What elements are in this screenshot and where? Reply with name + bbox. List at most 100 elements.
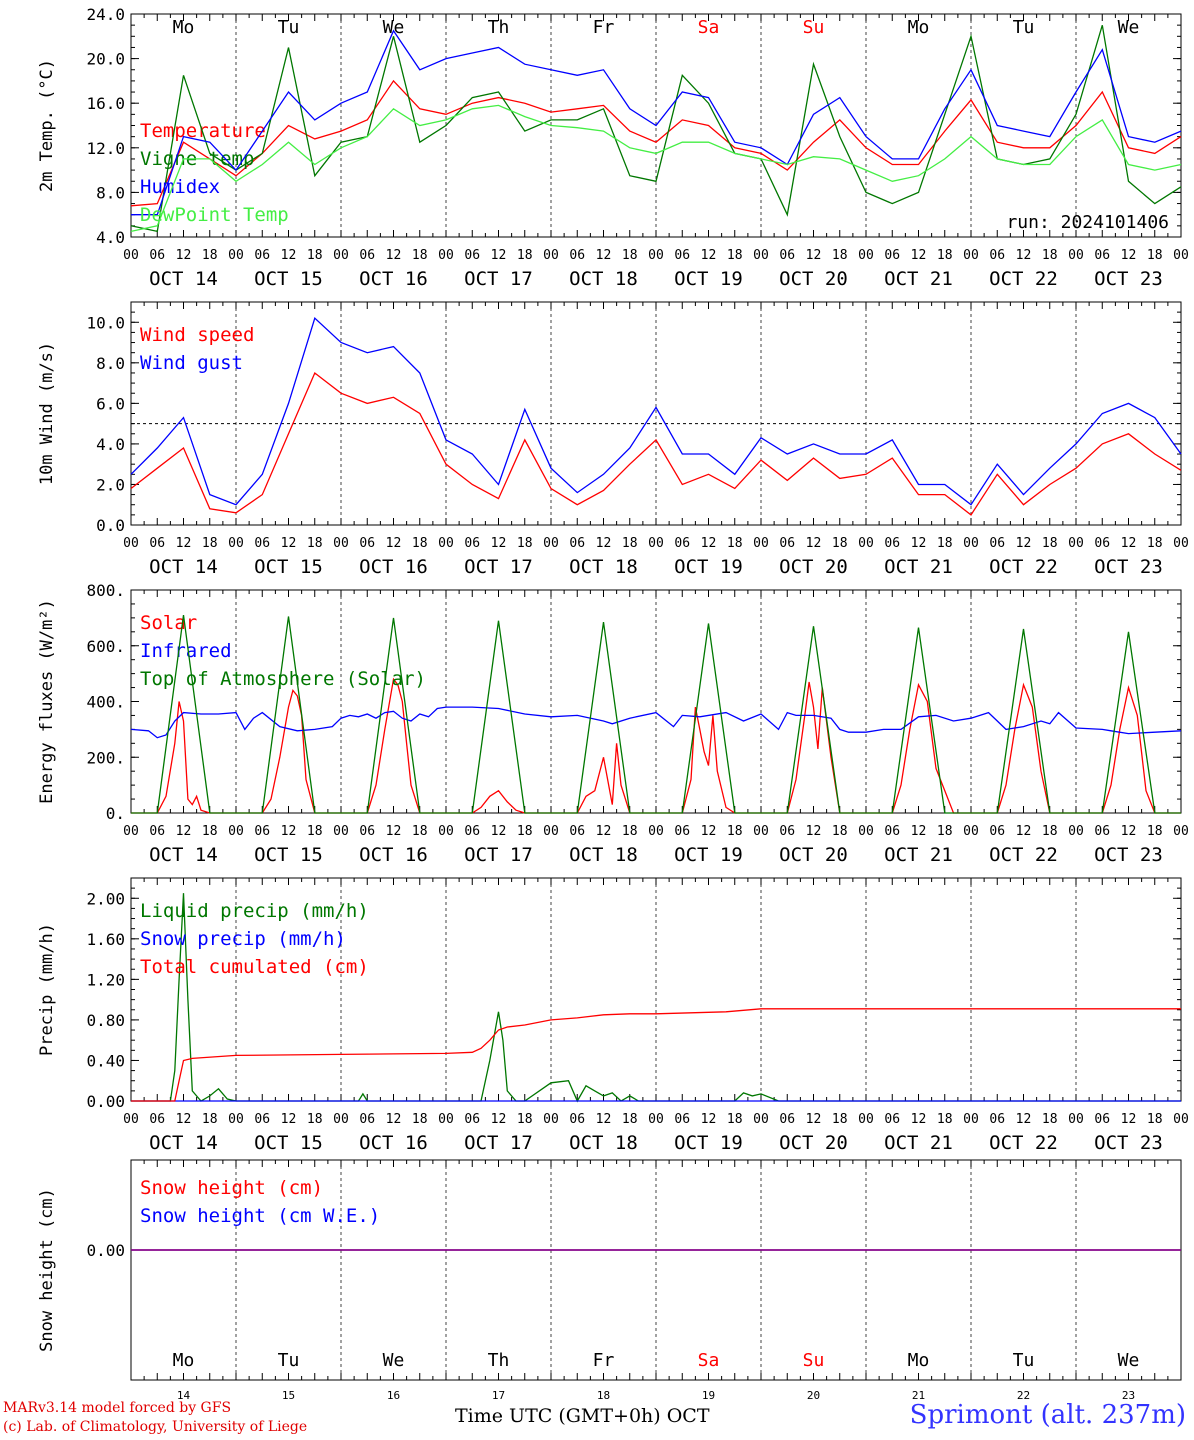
y-tick-label: 800. (86, 581, 125, 600)
hour-label: 12 (176, 1112, 192, 1127)
hour-label: 00 (1173, 1112, 1189, 1127)
hour-label: 06 (464, 1112, 480, 1127)
date-label: OCT 15 (254, 844, 323, 866)
y-axis-title: Snow height (cm) (37, 1188, 57, 1352)
hour-label: 12 (1121, 1112, 1137, 1127)
hour-label: 12 (386, 824, 402, 839)
hour-label: 06 (884, 1112, 900, 1127)
legend-entry: Total cumulated (cm) (140, 956, 369, 978)
y-tick-label: 6.0 (96, 394, 125, 413)
hour-label: 00 (963, 824, 979, 839)
hour-label: 00 (228, 1112, 244, 1127)
weekday-label: Su (803, 1350, 825, 1371)
hour-label: 18 (1042, 248, 1058, 263)
series-line-0 (130, 371, 1182, 516)
hour-label: 12 (806, 1112, 822, 1127)
hour-label: 18 (937, 248, 953, 263)
y-tick-label: 0. (106, 804, 125, 823)
hour-label: 18 (412, 824, 428, 839)
hour-label: 12 (386, 248, 402, 263)
legend-entry: Wind gust (140, 352, 243, 374)
hour-label: 12 (1016, 248, 1032, 263)
legend-entry: Top of Atmosphere (Solar) (140, 668, 426, 690)
y-tick-label: 20.0 (86, 50, 125, 69)
hour-label: 18 (727, 1112, 743, 1127)
hour-label: 06 (989, 248, 1005, 263)
hour-label: 18 (622, 824, 638, 839)
date-label: OCT 16 (359, 268, 428, 290)
date-label: OCT 16 (359, 844, 428, 866)
date-label: OCT 22 (989, 1132, 1058, 1154)
weekday-label: Tu (278, 17, 300, 38)
day-number-label: 14 (177, 1389, 191, 1402)
date-label: OCT 23 (1094, 556, 1163, 578)
hour-label: 06 (989, 1112, 1005, 1127)
hour-label: 12 (281, 1112, 297, 1127)
weekday-label: We (383, 1350, 405, 1371)
hour-label: 18 (832, 824, 848, 839)
hour-label: 06 (149, 248, 165, 263)
hour-label: 18 (517, 1112, 533, 1127)
hour-label: 12 (701, 248, 717, 263)
date-label: OCT 18 (569, 844, 638, 866)
hour-label: 18 (517, 824, 533, 839)
hour-label: 12 (1121, 824, 1137, 839)
legend-entry: Solar (140, 612, 197, 634)
hour-label: 06 (359, 824, 375, 839)
hour-label: 12 (491, 824, 507, 839)
hour-label: 18 (622, 536, 638, 551)
hour-label: 06 (884, 536, 900, 551)
hour-label: 06 (779, 1112, 795, 1127)
hour-label: 00 (753, 536, 769, 551)
hour-label: 12 (596, 1112, 612, 1127)
hour-label: 12 (386, 1112, 402, 1127)
hour-label: 00 (228, 824, 244, 839)
hour-label: 12 (281, 536, 297, 551)
hour-label: 06 (254, 824, 270, 839)
hour-label: 18 (1147, 536, 1163, 551)
y-tick-label: 2.00 (86, 889, 125, 908)
lab-credit: (c) Lab. of Climatology, University of L… (3, 1419, 308, 1435)
hour-label: 18 (832, 248, 848, 263)
hour-label: 18 (307, 1112, 323, 1127)
hour-label: 12 (176, 824, 192, 839)
y-tick-label: 0.00 (86, 1092, 125, 1111)
day-number-label: 22 (1017, 1389, 1030, 1402)
date-label: OCT 22 (989, 556, 1058, 578)
y-tick-label: 16.0 (86, 94, 125, 113)
legend-entry: Snow height (cm W.E.) (140, 1205, 380, 1227)
panel-1: 4.08.012.016.020.024.02m Temp. (°C) Tempe… (37, 5, 1189, 290)
hour-label: 12 (281, 824, 297, 839)
date-label: OCT 20 (779, 844, 848, 866)
hour-label: 00 (963, 248, 979, 263)
date-label: OCT 14 (149, 556, 218, 578)
hour-label: 18 (1042, 536, 1058, 551)
y-tick-label: 2.0 (96, 475, 125, 494)
weekday-label: Fr (593, 1350, 615, 1371)
date-label: OCT 21 (884, 268, 953, 290)
weekday-label: Tu (1013, 17, 1035, 38)
hour-label: 12 (596, 536, 612, 551)
hour-label: 06 (254, 248, 270, 263)
hour-label: 06 (149, 1112, 165, 1127)
series-line-0 (131, 893, 1181, 1103)
hour-label: 00 (858, 1112, 874, 1127)
hour-label: 12 (176, 536, 192, 551)
hour-label: 06 (779, 824, 795, 839)
hour-label: 06 (1094, 536, 1110, 551)
hour-label: 00 (123, 824, 139, 839)
hour-label: 12 (491, 248, 507, 263)
day-number-label: 21 (912, 1389, 925, 1402)
hour-label: 06 (569, 248, 585, 263)
hour-label: 06 (464, 824, 480, 839)
hour-label: 00 (1173, 536, 1189, 551)
hour-label: 06 (254, 1112, 270, 1127)
hour-label: 00 (543, 248, 559, 263)
date-label: OCT 18 (569, 1132, 638, 1154)
hour-label: 18 (832, 536, 848, 551)
panel-4: 0.00 0.40 0.80 1.20 1.60 2.00 Precip (mm/h) Liq… (37, 877, 1189, 1154)
hour-label: 06 (464, 536, 480, 551)
hour-label: 00 (543, 536, 559, 551)
date-label: OCT 17 (464, 268, 533, 290)
